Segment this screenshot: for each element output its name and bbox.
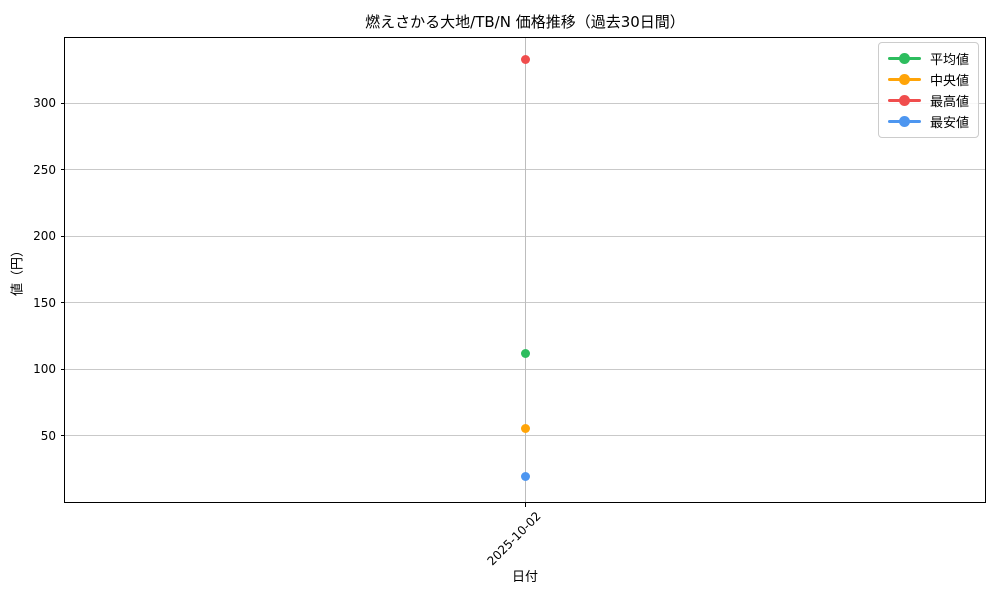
legend-label: 平均値 xyxy=(929,53,969,68)
legend-item: 最安値 xyxy=(887,111,969,132)
y-tick-mark xyxy=(60,102,65,104)
y-tick-label: 50 xyxy=(40,428,56,443)
legend-label: 最安値 xyxy=(929,116,969,131)
y-axis-label: 値（円） xyxy=(10,243,26,297)
y-tick-mark xyxy=(60,302,65,304)
y-tick-label: 200 xyxy=(33,229,56,244)
y-tick-label: 150 xyxy=(33,295,56,310)
legend-line-dot-marker xyxy=(887,116,921,127)
data-point xyxy=(520,424,530,434)
legend-line-dot-marker xyxy=(887,95,921,106)
legend-dot xyxy=(898,95,910,106)
legend-dot xyxy=(898,74,910,85)
legend-label: 中央値 xyxy=(929,74,969,89)
y-tick-mark xyxy=(60,368,65,370)
legend-dot xyxy=(898,53,910,64)
legend: 平均値中央値最高値最安値 xyxy=(877,42,979,138)
data-point xyxy=(520,472,530,482)
data-point xyxy=(520,54,530,64)
y-tick-mark xyxy=(60,435,65,437)
legend-line-dot-marker xyxy=(887,53,921,64)
legend-dot xyxy=(898,116,910,127)
y-tick-mark xyxy=(60,169,65,171)
legend-line-dot-marker xyxy=(887,74,921,85)
y-tick-label: 250 xyxy=(33,162,56,177)
gridline-vertical xyxy=(524,38,526,502)
legend-item: 平均値 xyxy=(887,48,969,69)
legend-label: 最高値 xyxy=(929,95,969,110)
legend-item: 中央値 xyxy=(887,69,969,90)
legend-item: 最高値 xyxy=(887,90,969,111)
y-tick-label: 100 xyxy=(33,362,56,377)
y-tick-mark xyxy=(60,235,65,237)
y-tick-label: 300 xyxy=(33,96,56,111)
chart-title: 燃えさかる大地/TB/N 価格推移（過去30日間） xyxy=(365,13,685,31)
x-tick-mark xyxy=(524,503,526,507)
data-point xyxy=(520,348,530,358)
x-axis-label: 日付 xyxy=(511,570,538,585)
x-tick-label: 2025-10-02 xyxy=(484,509,544,569)
